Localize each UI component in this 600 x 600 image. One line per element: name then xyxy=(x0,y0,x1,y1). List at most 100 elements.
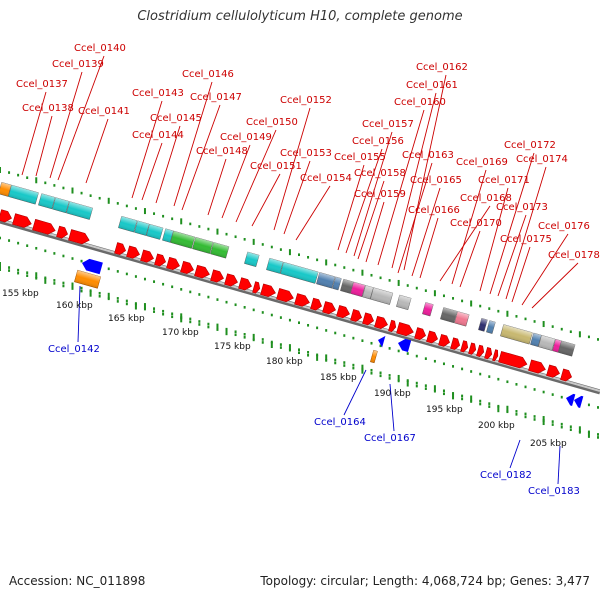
major-tick xyxy=(470,395,473,402)
gene-label-ccel-0175: Ccel_0175 xyxy=(500,234,552,303)
gene-label-text: Ccel_0137 xyxy=(16,79,68,90)
tick-track xyxy=(0,167,599,439)
cog-box-shade xyxy=(340,279,354,294)
minor-tick xyxy=(252,308,255,312)
gene-label-text: Ccel_0162 xyxy=(416,62,468,73)
cds-arrow-group xyxy=(560,368,572,382)
cds-arrow-group xyxy=(224,273,238,287)
gene-label-ccel-0157: Ccel_0157 xyxy=(353,119,414,257)
minor-tick xyxy=(62,186,65,190)
cds-arrow-group xyxy=(388,319,397,333)
major-tick xyxy=(180,316,183,323)
cds-arrow-group xyxy=(450,337,461,350)
minor-tick xyxy=(98,291,101,295)
gene-label-text: Ccel_0176 xyxy=(538,221,590,232)
minor-tick xyxy=(415,381,418,385)
minor-tick xyxy=(252,338,255,342)
minor-tick xyxy=(597,433,599,436)
cds-arrow xyxy=(194,264,210,279)
gene-label-text: Ccel_0175 xyxy=(500,234,552,245)
cds-arrow xyxy=(484,347,493,360)
cds-arrow xyxy=(56,225,68,239)
gene-label-ccel-0137: Ccel_0137 xyxy=(16,79,68,176)
minor-tick xyxy=(116,300,119,303)
cog-box-group xyxy=(370,287,394,305)
gene-label-ccel-0178: Ccel_0178 xyxy=(531,250,600,309)
cds-arrow xyxy=(426,330,438,344)
minor-tick xyxy=(26,271,29,275)
cog-box-shade xyxy=(332,276,342,291)
minor-tick xyxy=(162,309,165,313)
gene-label-text: Ccel_0163 xyxy=(402,150,454,161)
minor-tick xyxy=(216,298,219,301)
cds-arrow-group xyxy=(484,347,493,360)
gene-leader-line xyxy=(345,148,383,254)
cog-box-shade xyxy=(552,339,562,353)
minor-tick xyxy=(479,372,482,376)
cog-box-group xyxy=(266,257,284,274)
minor-tick xyxy=(560,327,563,331)
cog-box-group xyxy=(38,193,56,210)
gene-label-ccel-0154: Ccel_0154 xyxy=(295,173,352,241)
minor-tick xyxy=(415,286,418,290)
minor-tick xyxy=(569,425,572,429)
minor-tick xyxy=(234,333,237,337)
cog-box-shade xyxy=(486,320,496,334)
cog-box-shade xyxy=(146,224,164,240)
minor-tick xyxy=(388,279,391,282)
gene-label-text: Ccel_0174 xyxy=(516,154,568,165)
cds-arrow xyxy=(252,281,261,294)
gene-label-text: Ccel_0171 xyxy=(478,175,530,186)
gene-label-ccel-0150: Ccel_0150 xyxy=(235,117,298,223)
major-tick xyxy=(89,290,92,297)
minor-tick xyxy=(515,410,518,413)
cog-track xyxy=(0,181,576,357)
gene-leader-line xyxy=(377,109,425,266)
minor-tick xyxy=(8,269,11,272)
cog-box-group xyxy=(52,197,70,214)
minor-tick xyxy=(415,384,418,388)
major-tick xyxy=(361,367,364,374)
minor-tick xyxy=(506,380,509,384)
minor-tick xyxy=(506,410,509,414)
cds-arrow-group xyxy=(460,340,469,353)
gene-leader-line xyxy=(273,107,311,231)
cog-box-shade xyxy=(558,340,576,357)
gene-label-text: Ccel_0164 xyxy=(314,417,366,428)
gene-leader-line xyxy=(77,285,81,343)
minor-tick xyxy=(560,395,563,399)
cds-arrow-group xyxy=(68,229,90,245)
scale-label: 205 kbp xyxy=(530,439,567,449)
cds-arrow-group xyxy=(12,213,32,228)
major-tick xyxy=(288,249,291,256)
minor-tick xyxy=(470,400,473,403)
cds-arrow-group xyxy=(210,269,224,283)
minor-tick xyxy=(26,274,29,278)
cog-box-shade xyxy=(362,285,374,300)
minor-tick xyxy=(524,412,527,416)
reverse-gene-group xyxy=(398,338,412,353)
minor-tick xyxy=(515,315,518,318)
minor-tick xyxy=(578,430,581,434)
gene-label-ccel-0161: Ccel_0161 xyxy=(391,80,458,269)
cds-arrow xyxy=(492,349,499,362)
major-tick xyxy=(433,385,436,392)
gene-leader-line xyxy=(155,125,181,204)
minor-tick xyxy=(153,212,156,215)
genome-stats-text: Topology: circular; Length: 4,068,724 bp… xyxy=(260,574,590,588)
gene-label-text: Ccel_0151 xyxy=(250,161,302,172)
cds-arrow xyxy=(396,322,414,337)
gene-label-text: Ccel_0145 xyxy=(150,113,202,124)
cog-box-group xyxy=(66,201,93,220)
gene-label-ccel-0142: Ccel_0142 xyxy=(48,285,100,355)
major-tick xyxy=(578,331,581,338)
gene-label-text: Ccel_0144 xyxy=(132,130,184,141)
cog-box-shade xyxy=(440,307,458,323)
major-tick xyxy=(325,259,328,266)
gene-label-ccel-0163: Ccel_0163 xyxy=(397,150,454,274)
gene-label-ccel-0140: Ccel_0140 xyxy=(57,43,126,181)
minor-tick xyxy=(524,385,527,389)
minor-tick xyxy=(44,181,47,185)
major-tick xyxy=(180,218,183,225)
gene-leader-line xyxy=(251,173,281,227)
